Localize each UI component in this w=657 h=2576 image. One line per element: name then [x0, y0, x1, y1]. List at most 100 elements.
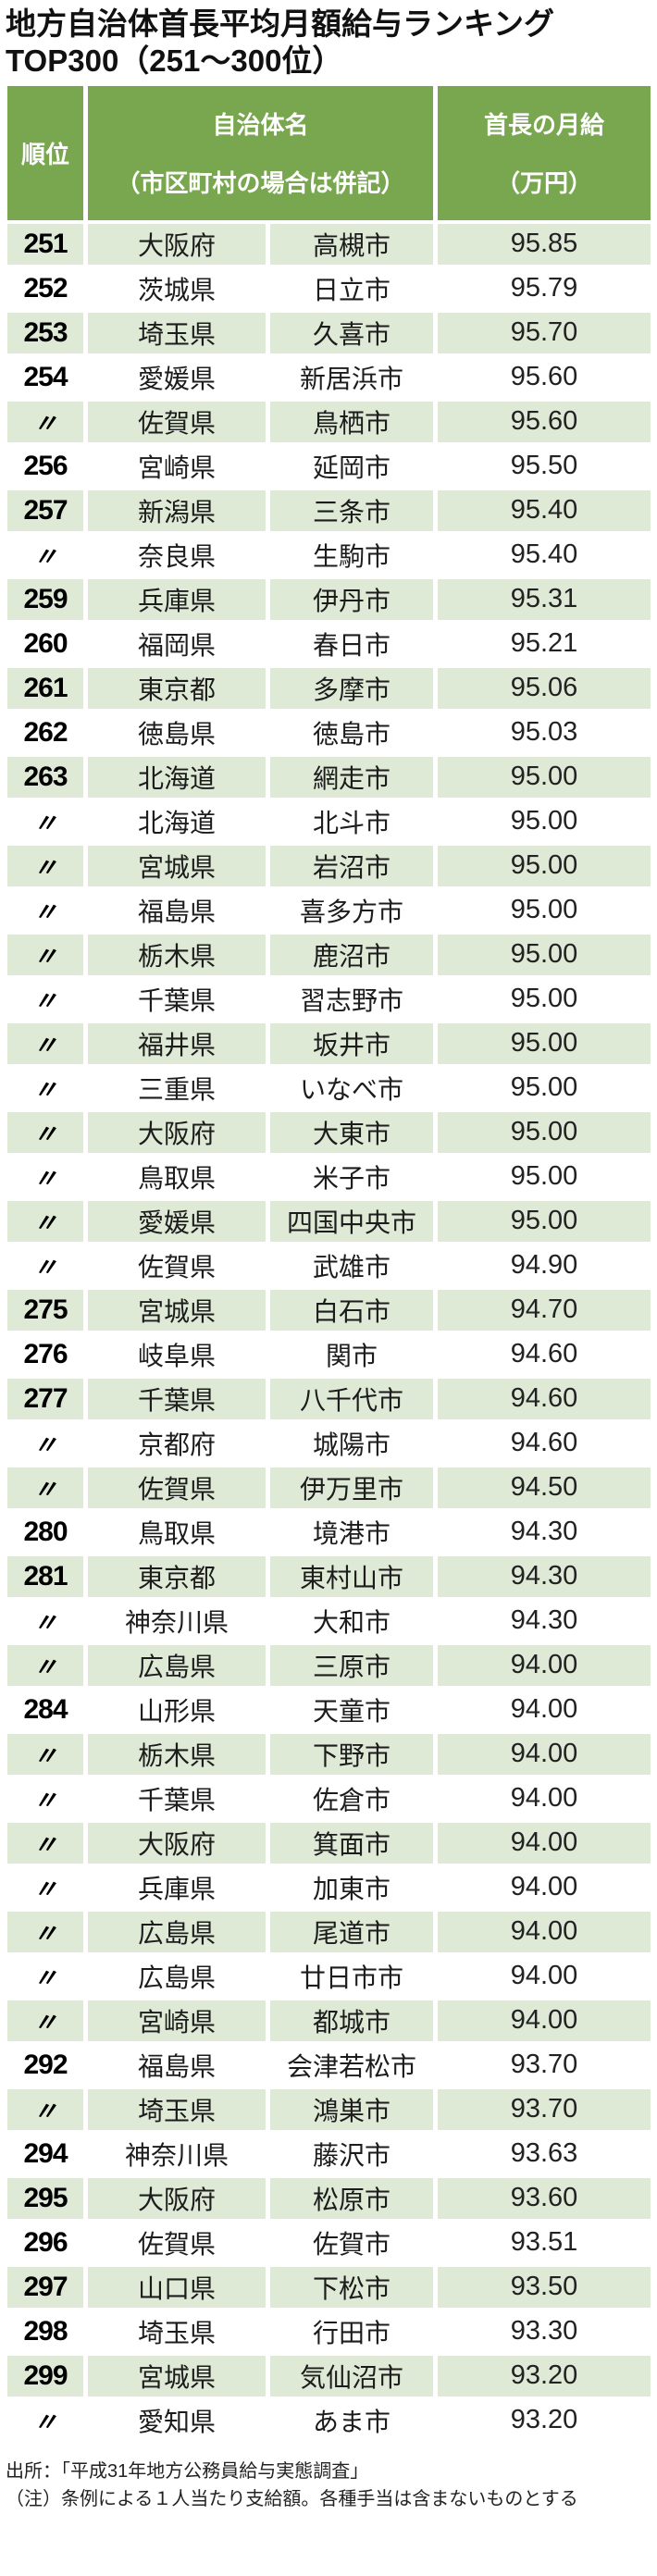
city-cell: 境港市 [270, 1511, 433, 1553]
table-row: 253 埼玉県 久喜市 95.70 [7, 312, 651, 353]
city-cell: 尾道市 [270, 1911, 433, 1952]
table-row: 〃 広島県 廿日市市 94.00 [7, 1955, 651, 1997]
salary-cell: 95.60 [438, 401, 651, 442]
prefecture-cell: 佐賀県 [88, 1245, 266, 1286]
city-cell: 下松市 [270, 2266, 433, 2308]
rank-cell: 〃 [7, 1200, 83, 1242]
salary-cell: 93.50 [438, 2266, 651, 2308]
city-cell: 佐賀市 [270, 2222, 433, 2263]
salary-cell: 93.63 [438, 2133, 651, 2174]
city-cell: 伊万里市 [270, 1467, 433, 1508]
salary-cell: 95.03 [438, 712, 651, 753]
table-row: 294 神奈川県 藤沢市 93.63 [7, 2133, 651, 2174]
table-row: 256 宮崎県 延岡市 95.50 [7, 445, 651, 487]
city-cell: 鹿沼市 [270, 934, 433, 975]
salary-cell: 95.85 [438, 223, 651, 265]
prefecture-cell: 福島県 [88, 889, 266, 931]
prefecture-cell: 東京都 [88, 667, 266, 709]
salary-cell: 93.20 [438, 2355, 651, 2396]
salary-cell: 93.60 [438, 2177, 651, 2219]
table-header-row: 順位 自治体名 （市区町村の場合は併記） 首長の月給 （万円） [7, 85, 651, 220]
table-row: 〃 三重県 いなべ市 95.00 [7, 1067, 651, 1108]
salary-cell: 95.31 [438, 578, 651, 620]
prefecture-cell: 大阪府 [88, 1822, 266, 1864]
rank-cell: 257 [7, 489, 83, 531]
table-row: 〃 栃木県 下野市 94.00 [7, 1733, 651, 1775]
prefecture-cell: 佐賀県 [88, 2222, 266, 2263]
salary-cell: 95.79 [438, 267, 651, 309]
city-cell: 藤沢市 [270, 2133, 433, 2174]
rank-cell: 〃 [7, 934, 83, 975]
salary-cell: 93.51 [438, 2222, 651, 2263]
prefecture-cell: 佐賀県 [88, 401, 266, 442]
salary-cell: 95.40 [438, 534, 651, 576]
city-cell: 延岡市 [270, 445, 433, 487]
prefecture-cell: 愛知県 [88, 2399, 266, 2441]
salary-cell: 95.00 [438, 800, 651, 842]
rank-cell: 296 [7, 2222, 83, 2263]
city-cell: 天童市 [270, 1689, 433, 1730]
page-title-line2: TOP300（251〜300位） [6, 43, 343, 79]
rank-cell: 294 [7, 2133, 83, 2174]
table-row: 262 徳島県 徳島市 95.03 [7, 712, 651, 753]
salary-cell: 95.00 [438, 1067, 651, 1108]
header-salary: 首長の月給 （万円） [438, 85, 651, 220]
rank-cell: 259 [7, 578, 83, 620]
rank-cell: 〃 [7, 1911, 83, 1952]
salary-cell: 94.00 [438, 2000, 651, 2041]
table-row: 〃 京都府 城陽市 94.60 [7, 1422, 651, 1464]
rank-cell: 〃 [7, 1644, 83, 1686]
salary-cell: 94.60 [438, 1378, 651, 1419]
salary-cell: 94.00 [438, 1689, 651, 1730]
city-cell: 松原市 [270, 2177, 433, 2219]
table-row: 〃 千葉県 習志野市 95.00 [7, 978, 651, 1020]
salary-cell: 95.40 [438, 489, 651, 531]
salary-cell: 93.30 [438, 2310, 651, 2352]
prefecture-cell: 佐賀県 [88, 1467, 266, 1508]
prefecture-cell: 山口県 [88, 2266, 266, 2308]
prefecture-cell: 宮城県 [88, 1289, 266, 1331]
prefecture-cell: 大阪府 [88, 223, 266, 265]
city-cell: 都城市 [270, 2000, 433, 2041]
salary-cell: 95.50 [438, 445, 651, 487]
prefecture-cell: 千葉県 [88, 1777, 266, 1819]
table-row: 〃 福島県 喜多方市 95.00 [7, 889, 651, 931]
salary-cell: 94.90 [438, 1245, 651, 1286]
table-row: 〃 鳥取県 米子市 95.00 [7, 1156, 651, 1197]
city-cell: 気仙沼市 [270, 2355, 433, 2396]
table-row: 281 東京都 東村山市 94.30 [7, 1555, 651, 1597]
salary-cell: 95.06 [438, 667, 651, 709]
prefecture-cell: 岐阜県 [88, 1333, 266, 1375]
prefecture-cell: 愛媛県 [88, 356, 266, 398]
rank-cell: 299 [7, 2355, 83, 2396]
rank-cell: 〃 [7, 1111, 83, 1153]
prefecture-cell: 福島県 [88, 2044, 266, 2086]
city-cell: 坂井市 [270, 1022, 433, 1064]
city-cell: 伊丹市 [270, 578, 433, 620]
table-row: 295 大阪府 松原市 93.60 [7, 2177, 651, 2219]
prefecture-cell: 鳥取県 [88, 1156, 266, 1197]
header-municipality: 自治体名 （市区町村の場合は併記） [88, 85, 433, 220]
prefecture-cell: 埼玉県 [88, 312, 266, 353]
table-row: 298 埼玉県 行田市 93.30 [7, 2310, 651, 2352]
table-row: 276 岐阜県 関市 94.60 [7, 1333, 651, 1375]
prefecture-cell: 広島県 [88, 1955, 266, 1997]
prefecture-cell: 福岡県 [88, 623, 266, 664]
rank-cell: 281 [7, 1555, 83, 1597]
city-cell: いなべ市 [270, 1067, 433, 1108]
table-row: 〃 北海道 北斗市 95.00 [7, 800, 651, 842]
city-cell: 徳島市 [270, 712, 433, 753]
city-cell: 網走市 [270, 756, 433, 798]
city-cell: 大東市 [270, 1111, 433, 1153]
city-cell: 喜多方市 [270, 889, 433, 931]
salary-cell: 94.00 [438, 1955, 651, 1997]
page-title-line1: 地方自治体首長平均月額給与ランキング [6, 6, 555, 41]
prefecture-cell: 宮崎県 [88, 2000, 266, 2041]
rank-cell: 〃 [7, 1955, 83, 1997]
rank-cell: 277 [7, 1378, 83, 1419]
footnote-note: （注）条例による１人当たり支給額。各種手当は含まないものとする [6, 2488, 578, 2509]
prefecture-cell: 愛媛県 [88, 1200, 266, 1242]
rank-cell: 261 [7, 667, 83, 709]
city-cell: 大和市 [270, 1600, 433, 1641]
